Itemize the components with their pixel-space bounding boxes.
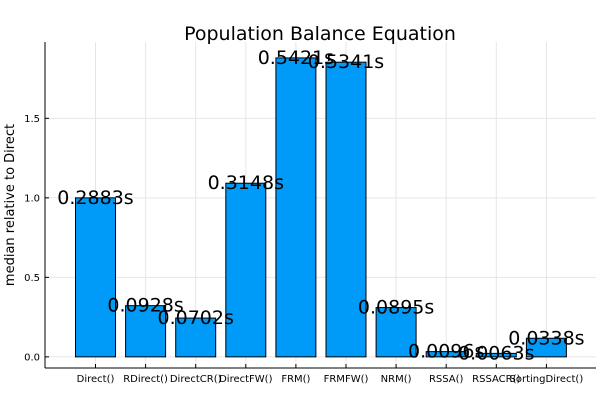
x-tick-label: DirectCR() [170,374,222,385]
bar [75,197,116,358]
y-tick-label: 1.0 [24,193,40,204]
data-label: 0.0063s [458,342,534,364]
bar [275,57,317,358]
y-tick-label: 0.5 [24,273,40,284]
x-tick-label: FRMFW() [324,374,369,385]
axes [44,42,596,369]
data-label: 0.0895s [358,297,434,319]
grid-lines [45,42,596,368]
x-tick-label: NRM() [381,374,412,385]
bar [225,182,267,358]
x-tick-label: RSSACR() [472,374,520,385]
y-ticks: 0.0 0.5 1.0 1.5 [24,114,49,363]
data-label: 0.2883s [57,187,133,209]
x-tick-label: FRM() [281,374,310,385]
data-label: 0.0702s [158,307,234,329]
x-tick-label: RDirect() [123,374,168,385]
bar [125,305,167,358]
bar [525,337,567,358]
x-tick-label: DirectFW() [219,374,272,385]
data-label: 0.0928s [107,295,183,317]
data-label: 0.5421s [258,47,334,69]
y-tick-label: 1.5 [24,114,40,125]
x-tick-label: SortingDirect() [510,374,584,385]
data-label: 0.3148s [208,172,284,194]
bars [75,57,567,358]
bar [475,352,517,358]
y-axis-label: median relative to Direct [3,124,18,286]
bar [325,61,367,358]
data-label: 0.5341s [308,51,384,73]
x-tick-label: Direct() [77,374,115,385]
data-label: 0.0096s [408,341,484,363]
x-ticks: Direct() RDirect() DirectCR()DirectFW() FRM… [77,364,584,385]
data-label: 0.0338s [508,327,584,349]
bar [425,351,467,358]
bar [175,317,217,358]
bar [375,307,417,358]
y-tick-label: 0.0 [24,352,40,363]
chart-title: Population Balance Equation [184,23,456,45]
x-tick-label: RSSA() [429,374,464,385]
